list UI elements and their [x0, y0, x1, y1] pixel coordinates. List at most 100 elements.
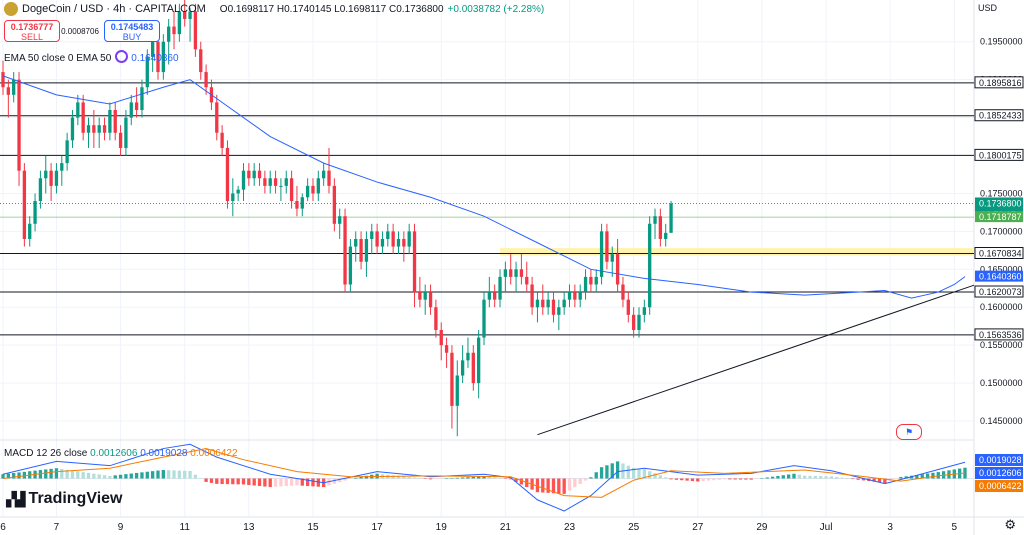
macd-histogram-bar — [167, 470, 171, 479]
ema50-line — [2, 75, 966, 299]
tradingview-logo-icon: ▞▟ — [6, 490, 25, 507]
macd-histogram-bar — [637, 468, 641, 479]
candle-body — [338, 216, 342, 224]
macd-histogram-bar — [364, 475, 369, 479]
macd-histogram-bar — [845, 478, 850, 479]
horizontal-levels-layer[interactable] — [0, 82, 974, 336]
ema-legend[interactable]: EMA 50 close 0 EMA 50 0.1640360 — [4, 50, 179, 64]
candle-body — [231, 193, 235, 202]
candle-body — [578, 292, 582, 300]
macd-histogram-bar — [535, 478, 540, 493]
tradingview-logo[interactable]: ▞▟ TradingView — [6, 490, 123, 508]
macd-histogram-bar — [690, 478, 695, 482]
buy-button[interactable]: 0.1745483 BUY — [104, 20, 160, 42]
currency-label[interactable]: USD — [978, 3, 998, 13]
macd-histogram-bar — [220, 478, 224, 484]
candle-body — [145, 56, 149, 88]
macd-histogram-bar — [509, 478, 513, 480]
macd-histogram-bar — [460, 477, 465, 479]
time-tick-label: 27 — [692, 522, 704, 533]
candle-body — [626, 299, 630, 315]
trendline-layer[interactable] — [537, 284, 975, 436]
macd-histogram-bar — [728, 478, 732, 480]
macd-histogram-bar — [332, 478, 337, 484]
macd-line — [2, 443, 966, 512]
candle-body — [193, 11, 198, 50]
candles-layer — [1, 0, 673, 437]
indicator-settings-icon[interactable] — [115, 50, 129, 63]
candle-body — [546, 299, 550, 308]
candle-body — [225, 147, 230, 202]
time-tick-label: 19 — [436, 522, 448, 533]
macd-histogram-bar — [418, 478, 422, 479]
macd-histogram-bar — [305, 478, 310, 487]
macd-histogram-bar — [546, 478, 550, 493]
support-zone-layer — [500, 248, 974, 256]
macd-histogram-bar — [231, 478, 235, 485]
macd-histogram-bar — [594, 472, 598, 479]
price-axis[interactable]: 0.1450000 0.1500000 0.1550000 0.1600000 0.16… — [980, 37, 1023, 426]
us-flag-icon[interactable]: ⚑ — [896, 424, 922, 440]
candle-body — [161, 41, 165, 73]
signal-line — [2, 448, 966, 498]
candle-body — [509, 269, 513, 277]
symbol-title[interactable]: DogeCoin / USD · 4h · CAPITALCOM — [22, 3, 206, 15]
macd-histogram-bar — [605, 465, 609, 479]
macd-histogram-bar — [118, 474, 123, 479]
candle-body — [38, 178, 43, 202]
macd-histogram-bar — [428, 478, 433, 480]
sell-button[interactable]: 0.1736777 SELL — [4, 20, 60, 42]
candle-body — [525, 276, 529, 285]
candle-body — [493, 292, 497, 300]
macd-legend[interactable]: MACD 12 26 close 0.0012606 0.0019028 0.0… — [4, 448, 238, 459]
candle-body — [519, 269, 524, 277]
ascending-trendline[interactable] — [537, 284, 975, 436]
macd-histogram-bar — [819, 476, 823, 479]
level-marker-label: 0.1800175 — [979, 150, 1022, 160]
macd-histogram-bar — [76, 471, 80, 479]
time-tick-label: 15 — [307, 522, 319, 533]
gear-icon[interactable]: ⚙ — [1004, 517, 1016, 532]
candle-body — [669, 203, 673, 233]
candle-body — [263, 178, 267, 186]
macd-histogram-bar — [749, 478, 753, 480]
candle-body — [503, 269, 508, 277]
macd-histogram-bar — [471, 476, 475, 479]
candle-body — [396, 238, 401, 247]
level-marker-outline — [974, 148, 1024, 161]
candle-body — [284, 178, 288, 186]
macd-histogram-bar — [108, 475, 112, 479]
macd-axis-marker — [975, 454, 1023, 466]
macd-axis-label: 0.0019028 — [979, 455, 1022, 465]
macd-histogram-bar — [81, 472, 85, 479]
macd-histogram-bar — [209, 478, 214, 483]
macd-histogram-bar — [354, 477, 358, 479]
macd-histogram-bar — [65, 469, 69, 479]
macd-histogram-bar — [786, 474, 791, 479]
macd-histogram-bar — [343, 478, 347, 481]
candle-body — [541, 299, 545, 308]
candle-body — [273, 178, 278, 186]
time-tick-label: 7 — [54, 522, 60, 533]
price-tick-label: 0.1700000 — [980, 226, 1023, 236]
candle-body — [434, 307, 438, 330]
candle-body — [621, 284, 625, 300]
brand-name: TradingView — [28, 490, 123, 507]
macd-histogram-bar — [680, 478, 684, 481]
macd-histogram-bar — [712, 478, 716, 481]
candle-body — [140, 87, 144, 110]
price-tick-label: 0.1650000 — [980, 264, 1023, 274]
macd-histogram-bar — [733, 478, 737, 480]
candle-body — [658, 216, 663, 239]
candle-body — [65, 140, 69, 164]
candle-body — [12, 79, 16, 95]
macd-histogram-bar — [562, 478, 566, 494]
level-marker-outline — [974, 109, 1024, 122]
time-axis[interactable]: 6 7 9 11 13 15 17 19 21 23 25 27 29 Jul 3 5 — [0, 522, 957, 533]
candle-body — [589, 276, 593, 285]
macd-histogram-bar — [434, 478, 438, 480]
price-tick-label: 0.1500000 — [980, 378, 1023, 388]
macd-value: 0.0012606 — [90, 448, 138, 459]
candle-body — [172, 26, 176, 35]
